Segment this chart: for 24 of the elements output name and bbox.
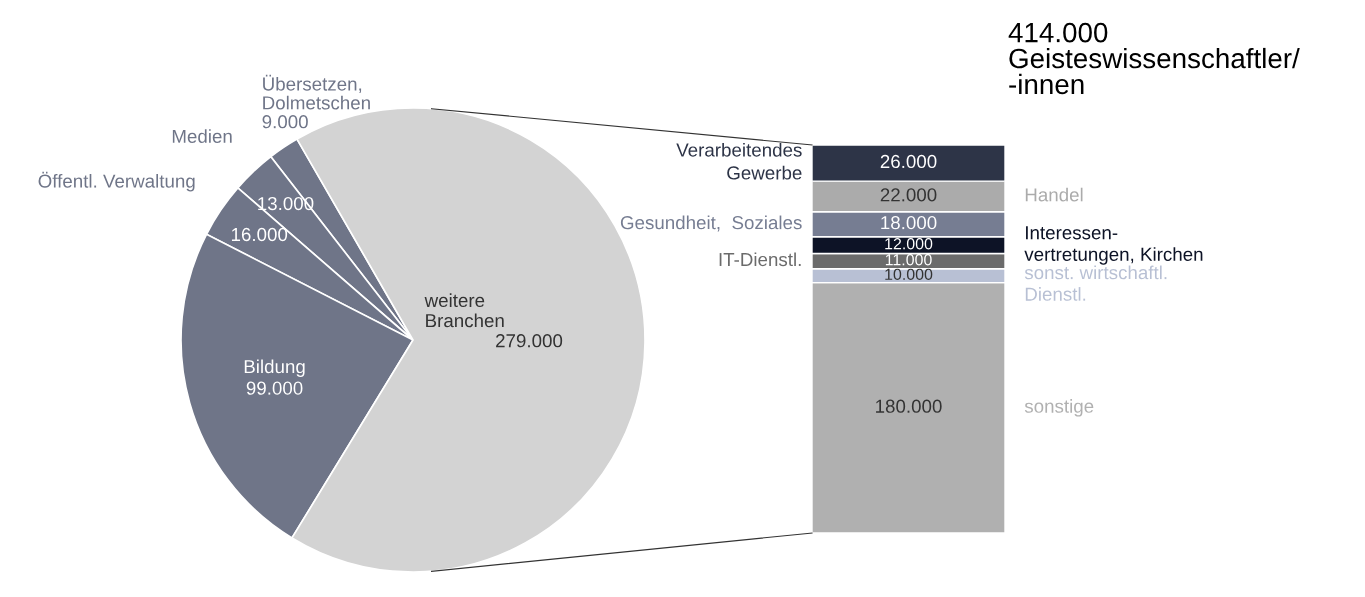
- series-label: sonst. wirtschaftl. Dienstl.: [1024, 265, 1167, 301]
- data-label: 22.000: [880, 188, 937, 202]
- data-label: 9.000: [262, 115, 308, 129]
- data-label: 12.000: [885, 238, 933, 250]
- text: 414.000 Geisteswissenschaftler/ -innen: [1008, 22, 1300, 95]
- data-label: 279.000: [496, 334, 563, 348]
- slice-label: Übersetzen, Dolmetschen: [263, 74, 370, 110]
- series-label: IT-Dienstl.: [719, 252, 801, 267]
- series-label: Handel: [1025, 187, 1083, 202]
- data-label: 26.000: [880, 154, 937, 169]
- data-label: 180.000: [876, 399, 942, 413]
- data-label: 18.000: [881, 216, 937, 230]
- data-label: 99.000: [246, 381, 303, 395]
- data-label: 11.000: [885, 254, 932, 266]
- slice-label: Bildung: [244, 359, 305, 377]
- series-label: Interessen- vertretungen, Kirchen: [1024, 226, 1203, 265]
- slice-label: Öffentl. Verwaltung: [38, 171, 195, 192]
- data-label: 10.000: [885, 268, 933, 281]
- data-label: 16.000: [231, 227, 288, 242]
- series-label: Gesundheit, Soziales: [620, 215, 802, 232]
- slice-label: weitere Branchen: [424, 293, 504, 328]
- series-label: sonstige: [1024, 399, 1094, 417]
- slice-label: Medien: [172, 129, 232, 143]
- series-label: Verarbeitendes Gewerbe: [676, 142, 802, 180]
